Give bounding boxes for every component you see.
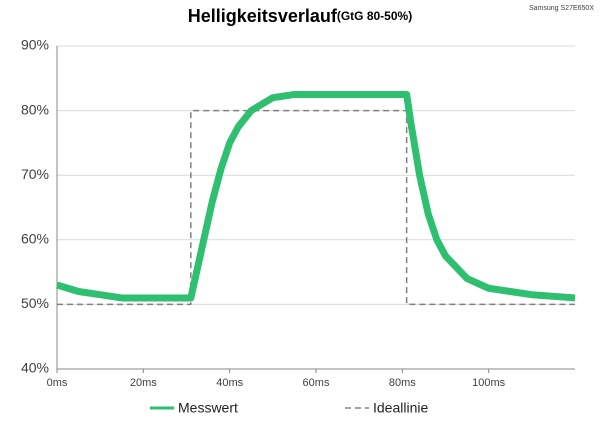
legend-item: Messwert [150, 400, 238, 416]
series-line [55, 90, 576, 302]
annotation: Samsung S27E650X [529, 5, 594, 12]
x-tick-label: 0ms [47, 377, 68, 389]
legend-item: Ideallinie [345, 400, 428, 416]
y-tick-label: 70% [21, 166, 49, 182]
legend-label: Ideallinie [373, 400, 428, 416]
subtitle: (GtG 80-50%) [337, 9, 412, 23]
legend-label: Messwert [178, 400, 238, 416]
x-tick-label: 80ms [389, 377, 416, 389]
y-tick-label: 60% [21, 231, 49, 247]
x-tick-label: 100ms [472, 377, 506, 389]
y-tick-label: 50% [21, 295, 49, 311]
x-tick-label: 40ms [216, 377, 243, 389]
chart-title: Helligkeitsverlauf(GtG 80-50%) [188, 6, 412, 26]
y-tick-label: 80% [21, 101, 49, 117]
y-tick-label: 90% [21, 37, 49, 53]
x-tick-label: 20ms [130, 377, 157, 389]
y-tick-label: 40% [21, 360, 49, 376]
title: Helligkeitsverlauf [188, 6, 338, 26]
x-tick-label: 60ms [303, 377, 330, 389]
series-line [57, 109, 575, 306]
